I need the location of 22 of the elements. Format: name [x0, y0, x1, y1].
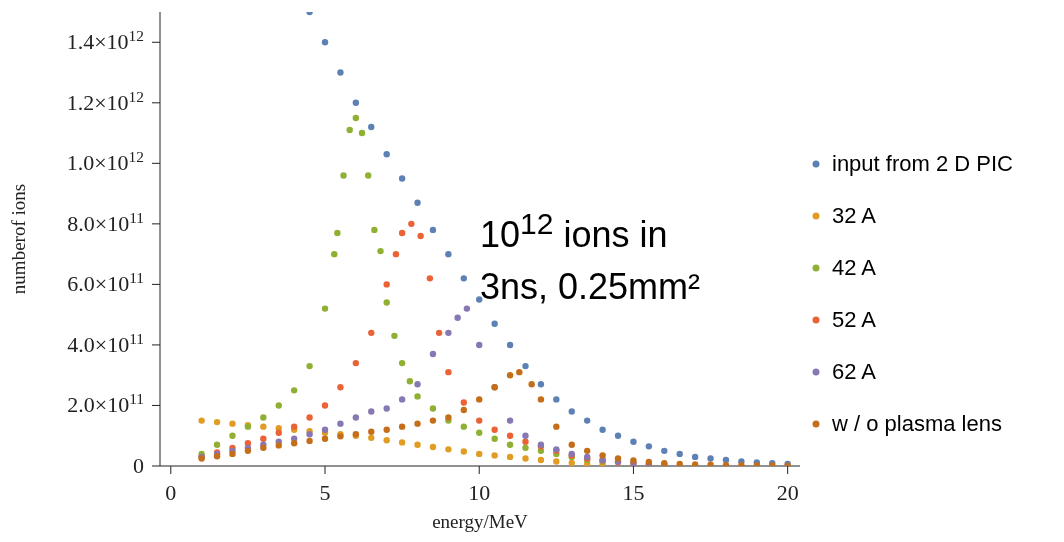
- y-tick-label: 1.4×10$^{12}$: [66, 26, 144, 55]
- y-tick-label: 6.0×10$^{11}$: [67, 268, 144, 297]
- y-tick-label: 4.0×10$^{11}$: [67, 329, 144, 357]
- y-tick-label: 1.2×10$^{12}$: [66, 87, 144, 115]
- legend-label: input from 2 D PIC: [832, 151, 1013, 177]
- y-tick-label: 1.0×10$^{12}$: [66, 147, 144, 176]
- annotation: 10$^{12}$ ions in 3ns, 0.25mm²: [480, 206, 702, 309]
- y-axis-title: numberof ions: [7, 183, 29, 295]
- y-tick-label: 0: [133, 453, 144, 478]
- legend-label: 62 A: [832, 359, 877, 385]
- x-tick-label: 10: [468, 480, 491, 505]
- x-tick-label: 20: [776, 480, 799, 505]
- y-tick-label: 2.0×10$^{11}$: [67, 389, 144, 418]
- x-tick-label: 0: [165, 480, 177, 505]
- x-tick-label: 15: [622, 480, 645, 505]
- legend-label: 52 A: [832, 307, 877, 333]
- legend-label: 32 A: [832, 203, 877, 229]
- x-tick-label: 5: [319, 480, 331, 505]
- legend-label: 42 A: [832, 255, 877, 281]
- y-tick-label: 8.0×10$^{11}$: [67, 208, 144, 236]
- x-axis-title: energy/MeV: [432, 511, 529, 532]
- legend-label: w / o plasma lens: [832, 411, 1002, 437]
